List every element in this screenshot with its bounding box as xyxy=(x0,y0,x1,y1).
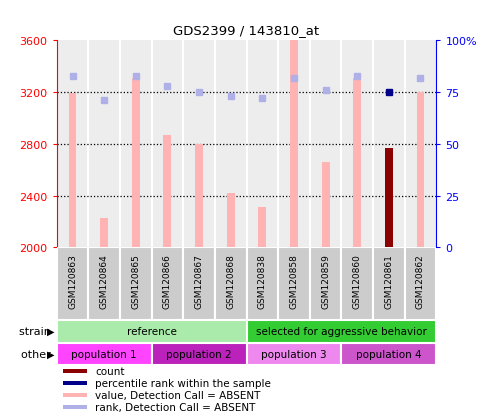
Bar xyxy=(183,248,215,320)
Text: strain: strain xyxy=(19,326,54,337)
Text: GSM120859: GSM120859 xyxy=(321,254,330,309)
Bar xyxy=(63,370,87,373)
Bar xyxy=(69,94,76,248)
Bar xyxy=(215,41,246,248)
Text: reference: reference xyxy=(127,326,176,337)
Bar xyxy=(278,41,310,248)
Text: percentile rank within the sample: percentile rank within the sample xyxy=(95,378,271,388)
Bar xyxy=(164,135,172,248)
Bar xyxy=(132,79,140,248)
Bar xyxy=(57,41,88,248)
Bar xyxy=(246,320,436,343)
Bar xyxy=(341,343,436,366)
Text: GSM120861: GSM120861 xyxy=(385,254,393,309)
Bar xyxy=(341,248,373,320)
Bar xyxy=(88,41,120,248)
Text: GSM120860: GSM120860 xyxy=(352,254,362,309)
Text: ▶: ▶ xyxy=(47,349,54,359)
Bar xyxy=(195,145,203,248)
Bar xyxy=(246,248,278,320)
Bar xyxy=(57,320,246,343)
Bar xyxy=(246,343,341,366)
Text: GSM120864: GSM120864 xyxy=(100,254,108,308)
Bar xyxy=(373,41,405,248)
Bar xyxy=(385,148,393,248)
Bar xyxy=(310,41,341,248)
Bar xyxy=(63,405,87,409)
Bar xyxy=(278,248,310,320)
Bar xyxy=(227,194,235,248)
Text: GSM120862: GSM120862 xyxy=(416,254,425,308)
Text: GSM120866: GSM120866 xyxy=(163,254,172,309)
Bar xyxy=(57,343,152,366)
Bar xyxy=(341,41,373,248)
Text: population 3: population 3 xyxy=(261,349,327,359)
Bar xyxy=(100,218,108,248)
Text: selected for aggressive behavior: selected for aggressive behavior xyxy=(256,326,427,337)
Text: rank, Detection Call = ABSENT: rank, Detection Call = ABSENT xyxy=(95,402,256,412)
Bar xyxy=(63,393,87,397)
Text: GSM120865: GSM120865 xyxy=(131,254,141,309)
Text: GSM120867: GSM120867 xyxy=(195,254,204,309)
Bar xyxy=(152,41,183,248)
Bar xyxy=(88,248,120,320)
Text: ▶: ▶ xyxy=(47,326,54,337)
Text: population 4: population 4 xyxy=(356,349,422,359)
Title: GDS2399 / 143810_at: GDS2399 / 143810_at xyxy=(174,24,319,37)
Bar xyxy=(215,248,246,320)
Text: count: count xyxy=(95,366,125,376)
Bar xyxy=(405,41,436,248)
Bar xyxy=(353,79,361,248)
Text: GSM120858: GSM120858 xyxy=(289,254,298,309)
Text: GSM120838: GSM120838 xyxy=(258,254,267,309)
Bar xyxy=(258,208,266,248)
Bar xyxy=(152,343,246,366)
Bar xyxy=(152,248,183,320)
Bar xyxy=(417,93,424,248)
Bar xyxy=(183,41,215,248)
Bar xyxy=(246,41,278,248)
Text: other: other xyxy=(21,349,54,359)
Text: value, Detection Call = ABSENT: value, Detection Call = ABSENT xyxy=(95,390,261,400)
Bar xyxy=(120,41,152,248)
Text: GSM120868: GSM120868 xyxy=(226,254,235,309)
Text: GSM120863: GSM120863 xyxy=(68,254,77,309)
Bar xyxy=(373,248,405,320)
Bar xyxy=(310,248,341,320)
Bar xyxy=(63,381,87,385)
Bar xyxy=(405,248,436,320)
Bar xyxy=(57,248,88,320)
Text: population 2: population 2 xyxy=(166,349,232,359)
Bar xyxy=(321,163,329,248)
Bar xyxy=(120,248,152,320)
Bar xyxy=(290,41,298,248)
Text: population 1: population 1 xyxy=(71,349,137,359)
